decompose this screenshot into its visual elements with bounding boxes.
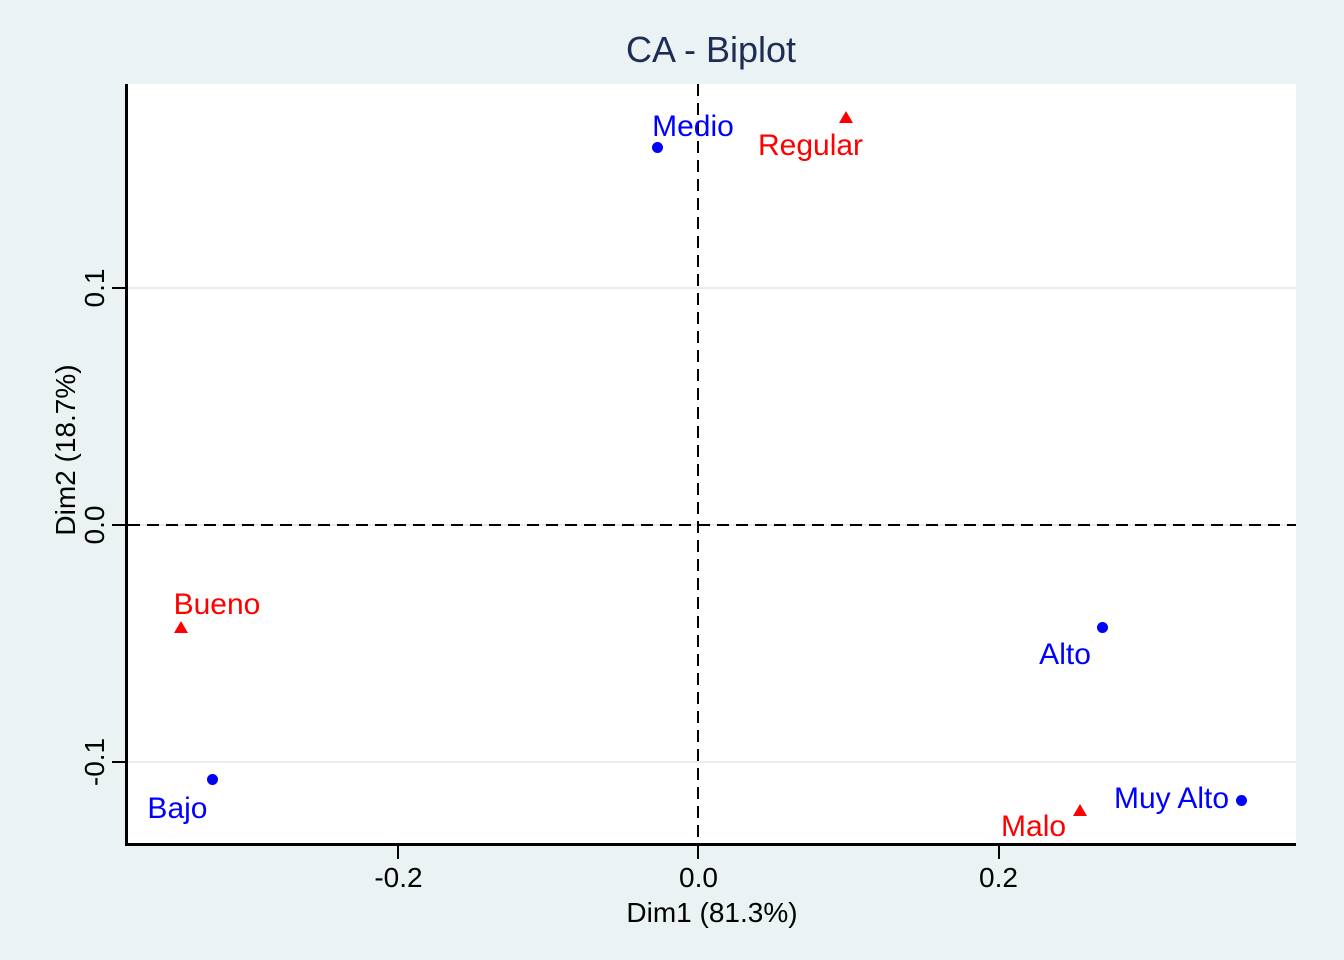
chart-title: CA - Biplot [625, 29, 797, 70]
y-tick-mark [112, 286, 125, 289]
y-tick-label: 0.0 [79, 505, 110, 545]
circle-marker [206, 773, 218, 785]
x-tick-mark [697, 846, 700, 859]
point-label: Bajo [147, 792, 208, 826]
x-tick-mark [997, 846, 1000, 859]
vertical-dashed-reference-line [697, 84, 700, 843]
y-tick-label: 0.1 [79, 268, 110, 307]
horizontal-dashed-reference-line [128, 524, 1296, 526]
x-tick-mark [397, 846, 400, 859]
circle-marker [1236, 794, 1248, 806]
circle-marker [1096, 621, 1108, 633]
point-label: Muy Alto [1114, 782, 1230, 816]
x-tick-label: 0.2 [979, 862, 1018, 893]
circle-marker [652, 141, 664, 153]
y-tick-label: -0.1 [79, 738, 110, 787]
x-tick-label: 0.0 [679, 862, 718, 893]
point-label: Bueno [173, 588, 261, 622]
x-tick-label: -0.2 [374, 862, 423, 893]
plot-area: Medio Bajo Alto Muy Alto Regular Bueno Malo [125, 84, 1296, 846]
point-label: Malo [1001, 809, 1067, 843]
y-axis-label: Dim2 (18.7%) [50, 364, 81, 536]
x-axis-label: Dim1 (81.3%) [626, 897, 798, 928]
y-tick-mark [112, 524, 125, 526]
point-label: Medio [652, 110, 734, 144]
horizontal-gridline [128, 761, 1296, 764]
horizontal-gridline [128, 286, 1296, 289]
y-tick-mark [112, 761, 125, 764]
point-label: Regular [757, 128, 864, 162]
point-label: Alto [1039, 638, 1091, 672]
triangle-marker [173, 621, 188, 634]
triangle-marker [838, 110, 853, 123]
triangle-marker [1072, 803, 1087, 816]
